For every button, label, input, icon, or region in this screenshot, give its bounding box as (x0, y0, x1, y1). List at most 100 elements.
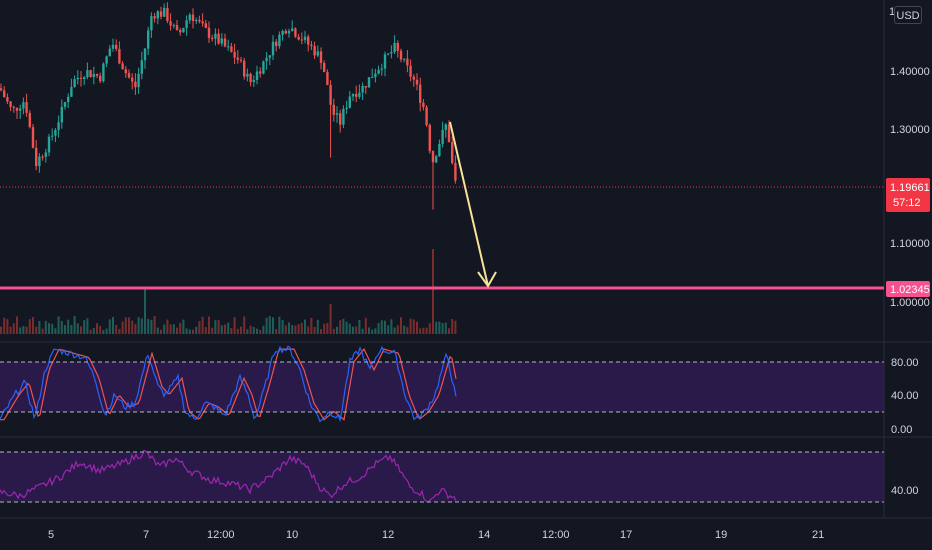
candle-body (287, 30, 291, 34)
volume-bar (316, 319, 319, 334)
candle-body (12, 106, 15, 108)
candle-body (185, 20, 188, 28)
volume-bar (233, 317, 236, 334)
candle-body (44, 152, 47, 157)
volume-bar (339, 320, 342, 334)
candle-body (99, 75, 102, 82)
candle-body (313, 46, 316, 56)
rsi-pane[interactable] (0, 449, 884, 503)
candle-body (95, 74, 99, 76)
candle-body (243, 60, 246, 77)
candle-body (291, 28, 294, 31)
price-tick: 1.10000 (890, 238, 930, 250)
candle-body (147, 30, 150, 49)
candle-body (137, 73, 140, 88)
candle-body (35, 147, 38, 167)
candle-body (425, 107, 428, 125)
support-price-value: 1.02345 (890, 284, 930, 296)
candle-body (76, 77, 79, 80)
candle-body (403, 58, 406, 60)
candle-body (223, 38, 227, 47)
volume-bar (297, 324, 300, 334)
volume-bar (144, 289, 146, 334)
volume-bar (262, 325, 265, 334)
volume-bar (345, 321, 348, 334)
volume-bar (220, 325, 223, 334)
arrow-head[interactable] (477, 271, 497, 288)
candle-body (79, 77, 83, 79)
candle-body (89, 70, 92, 77)
volume-bar (332, 328, 335, 334)
price-pane[interactable] (0, 2, 457, 210)
volume-bar (364, 317, 367, 334)
price-tick: 1.30000 (890, 124, 930, 136)
volume-bar (419, 328, 422, 334)
volume-bar (172, 324, 175, 334)
volume-bar (70, 325, 73, 334)
candle-body (131, 77, 134, 82)
candle-body (230, 46, 233, 52)
volume-bar (288, 322, 290, 334)
candle-body (393, 43, 396, 52)
volume-bar (422, 327, 425, 334)
volume-bar (243, 316, 246, 334)
volume-bar (412, 319, 415, 334)
candle-body (143, 48, 147, 61)
volume-bar (403, 325, 406, 334)
candle-body (252, 80, 255, 83)
volume-bar (73, 316, 76, 334)
arrow-shaft[interactable] (449, 121, 489, 287)
volume-bar (166, 319, 169, 334)
candle-body (377, 69, 380, 74)
volume-bar (19, 327, 22, 334)
current-price-tag (886, 178, 930, 212)
volume-bar (115, 325, 118, 334)
candle-body (358, 92, 361, 97)
volume-bar (224, 324, 226, 334)
candle-body (150, 16, 153, 31)
candle-body (191, 14, 195, 21)
candle-body (454, 163, 457, 181)
stochastic-pane[interactable] (0, 345, 884, 423)
candle-body (406, 58, 409, 66)
price-tick: 1.00000 (890, 297, 930, 309)
candle-body (118, 48, 121, 64)
candle-body (51, 135, 54, 137)
volume-bar (76, 323, 79, 334)
candle-body (255, 71, 259, 80)
stoch-tick: 0.00 (891, 424, 912, 436)
candle-body (390, 52, 393, 54)
volume-bar (342, 318, 345, 334)
volume-bar (22, 326, 25, 334)
volume-bar (105, 328, 108, 334)
volume-bar (435, 321, 438, 334)
volume-bar (409, 318, 412, 334)
volume-bar (38, 320, 41, 334)
candle-body (102, 63, 105, 82)
candle-body (351, 94, 355, 97)
candle-body (275, 41, 278, 47)
candle-body (25, 102, 28, 113)
candle-body (444, 124, 447, 130)
volume-bar (57, 316, 60, 334)
currency-button[interactable]: USD (894, 6, 922, 24)
candle-body (105, 56, 108, 64)
volume-bar (284, 325, 287, 334)
bar-countdown: 57:12 (893, 197, 921, 209)
volume-bar (80, 326, 82, 334)
time-tick: 10 (286, 529, 298, 541)
candle-body (63, 102, 67, 107)
candle-body (86, 70, 89, 78)
volume-bar (35, 326, 38, 334)
volume-bar (252, 327, 255, 334)
volume-bar (51, 323, 54, 334)
candle-body (383, 54, 387, 69)
support-price-tag (886, 281, 930, 297)
candle-body (172, 25, 175, 27)
volume-bar (12, 323, 15, 334)
volume-bar (124, 317, 127, 334)
volume-bar (236, 328, 239, 334)
volume-bar (102, 330, 105, 334)
volume-bar (400, 317, 402, 334)
